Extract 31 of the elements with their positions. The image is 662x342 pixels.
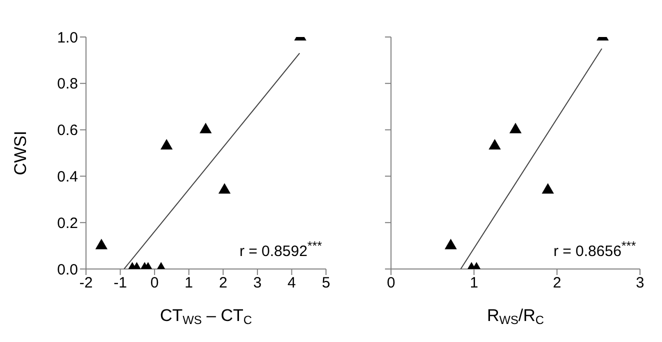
y-tick-label: 0.4 [57,168,78,186]
x-tick-label: 1 [184,274,194,292]
y-axis-title: CWSI [11,130,30,176]
annotation: r = 0.8592$^{***}$ [239,239,322,260]
point [488,139,501,150]
x-tick-label: 0 [150,274,159,292]
point [542,183,554,194]
x-tick-label: -2 [79,274,93,292]
x-tick-label: 2 [552,274,562,292]
point [444,238,457,250]
y-tick-label: 1.0 [57,29,78,46]
x-tick-label: 1 [470,274,478,292]
x-tick-label: 3 [636,274,644,292]
point [95,238,108,250]
x-tick-label: -1 [114,274,127,292]
y-tick-label: 0.0 [57,261,78,278]
point [218,183,231,194]
x-axis-title: R$_{WS}$/R$_{C}$ [486,306,544,327]
point [509,122,522,134]
y-tick-label: 0.8 [57,76,78,93]
y-tick-label: 0.6 [57,122,78,140]
y-tick-label: 0.2 [57,214,78,232]
point [200,122,212,134]
x-tick-label: 5 [322,274,330,292]
x-tick-label: 4 [288,274,296,292]
x-tick-label: 3 [253,274,262,292]
x-tick-label: 2 [218,274,228,292]
x-axis-title: CT$_{WS}$ – CT$_{C}$ [160,306,252,327]
point [160,139,173,150]
x-tick-label: 0 [386,274,396,292]
annotation: r = 0.8656$^{***}$ [553,239,636,260]
